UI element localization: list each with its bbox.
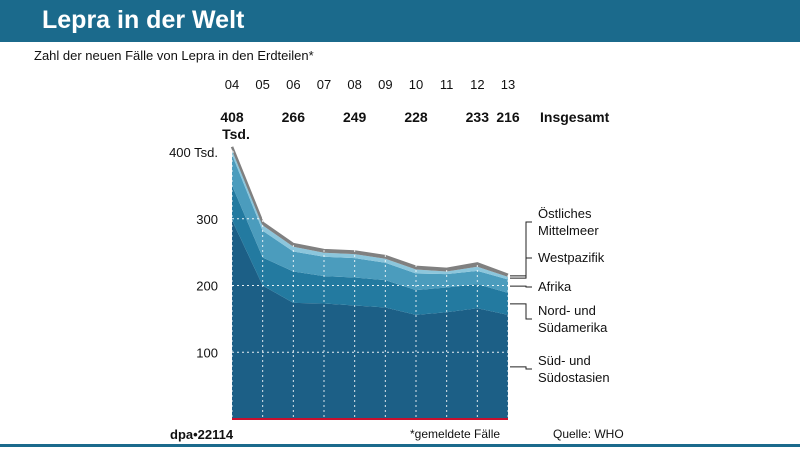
legend-leader-line [510, 366, 532, 370]
total-label: 216 [496, 109, 520, 125]
x-tick-label: 04 [225, 77, 239, 92]
x-tick-label: 07 [317, 77, 331, 92]
y-tick-label: 300 [196, 212, 218, 227]
x-tick-label: 06 [286, 77, 300, 92]
total-label: 233 [466, 109, 490, 125]
x-tick-label: 10 [409, 77, 423, 92]
legend-label: Süd- und [538, 353, 591, 368]
area-series-1 [232, 220, 508, 419]
total-label: 249 [343, 109, 367, 125]
area-series-2 [232, 185, 508, 315]
total-label: 266 [282, 109, 306, 125]
y-tick-label: 400 Tsd. [169, 145, 218, 160]
legend-leader-line [510, 257, 532, 279]
x-tick-label: 08 [347, 77, 361, 92]
legend-label: Westpazifik [538, 250, 605, 265]
total-outline [230, 146, 509, 276]
legend-leader-line [510, 303, 532, 320]
legend-label: Südamerika [538, 320, 608, 335]
y-tick-label: 200 [196, 279, 218, 294]
total-label: 228 [404, 109, 428, 125]
legend-label: Mittelmeer [538, 223, 599, 238]
legend-label: Östliches [538, 206, 592, 221]
total-label: 408 [220, 109, 244, 125]
legend-label: Nord- und [538, 303, 596, 318]
total-sublabel: Tsd. [222, 126, 250, 142]
chart-title: Lepra in der Welt [42, 6, 245, 34]
footnote: *gemeldete Fälle [410, 427, 501, 441]
title-bar [0, 0, 800, 42]
legend-label: Südostasien [538, 370, 610, 385]
x-tick-label: 05 [255, 77, 269, 92]
agency-code: dpa•22114 [170, 427, 234, 442]
legend-label: Afrika [538, 279, 572, 294]
y-tick-label: 100 [196, 345, 218, 360]
x-tick-label: 11 [440, 77, 454, 92]
legend-leader-line [510, 221, 532, 277]
chart-subtitle: Zahl der neuen Fälle von Lepra in den Er… [34, 48, 314, 63]
bottom-rule [0, 444, 800, 447]
area-series-3 [232, 154, 508, 293]
source-note: Quelle: WHO [553, 427, 624, 441]
legend-leader-line [510, 285, 532, 288]
x-tick-label: 12 [470, 77, 484, 92]
totals-label: Insgesamt [540, 109, 610, 125]
x-tick-label: 09 [378, 77, 392, 92]
x-tick-label: 13 [501, 77, 515, 92]
